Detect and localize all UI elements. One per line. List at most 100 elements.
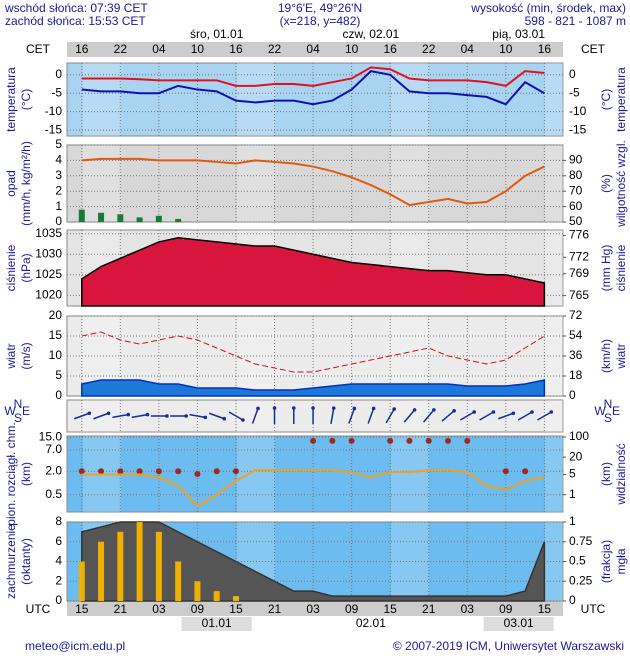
cet-tick-label: 04 <box>306 42 320 56</box>
night-band <box>237 436 275 512</box>
compass-s: S <box>14 411 22 425</box>
wind-arrow-head <box>311 406 315 410</box>
cet-tick-label: 16 <box>383 42 397 56</box>
y-axis-label: (hPa) <box>19 253 33 282</box>
panel-bg <box>66 62 564 137</box>
y2-tick-label: 100 <box>569 429 589 443</box>
wind-arrow <box>367 408 375 424</box>
wind-arrow-head <box>472 410 476 414</box>
wind-arrow <box>348 408 356 424</box>
night-band <box>83 63 121 136</box>
y2-axis-label: widzialność <box>614 443 628 505</box>
wind-arrow-head <box>126 412 131 417</box>
y-axis-label: (oktanty) <box>19 538 33 585</box>
bar <box>98 212 105 222</box>
dot <box>406 437 413 444</box>
y-tick-label: 0.5 <box>45 487 62 501</box>
dot <box>117 468 124 475</box>
y-tick-label: 6 <box>55 534 62 548</box>
copyright: © 2007-2019 ICM, Uniwersytet Warszawski <box>393 639 624 653</box>
bar <box>194 581 201 601</box>
wind-arrow <box>385 408 395 424</box>
bar <box>136 217 143 222</box>
utc-tick-label: 21 <box>422 602 436 616</box>
dot <box>155 468 162 475</box>
y-axis-label: ciśnienie <box>4 244 18 291</box>
y2-axis-label: (frakcja) <box>599 540 613 583</box>
compass-w: W <box>4 404 16 418</box>
y-tick-label: 5 <box>55 368 62 382</box>
utc-tick-label: 03 <box>306 602 320 616</box>
dot <box>213 468 220 475</box>
utc-tick-label: 21 <box>114 602 128 616</box>
series-area <box>81 237 546 307</box>
wind-arrow-head <box>203 415 208 420</box>
y2-axis-label: (%) <box>599 174 613 193</box>
bar <box>98 541 105 601</box>
y-tick-label: 1030 <box>35 246 62 260</box>
night-band <box>391 436 429 512</box>
wind-arrow-head <box>241 418 245 422</box>
dot <box>329 437 336 444</box>
dot <box>502 468 509 475</box>
y-axis-label: (km) <box>19 462 33 486</box>
dot <box>232 468 239 475</box>
y2-tick-label: 5 <box>569 467 576 481</box>
wind-arrow-head <box>549 410 554 414</box>
utc-tick-label: 03 <box>152 602 166 616</box>
wind-arrow-head <box>165 414 169 418</box>
y-tick-label: 8 <box>55 514 62 528</box>
coords: 19°6'E, 49°26'N <box>278 1 362 15</box>
wind-arrow-head <box>452 409 456 413</box>
wind-arrow-head <box>530 410 534 414</box>
y-tick-label: 0 <box>55 67 62 81</box>
utc-tick-label: 09 <box>499 602 513 616</box>
wind-arrow <box>228 411 244 421</box>
email[interactable]: meteo@icm.edu.pl <box>25 639 125 653</box>
y2-tick-label: 36 <box>569 348 583 362</box>
wind-arrow-head <box>291 406 296 410</box>
wind-arrow <box>403 409 416 423</box>
wind-arrow <box>208 412 225 420</box>
bar <box>117 531 124 601</box>
y2-tick-label: 60 <box>569 199 583 213</box>
y-axis-label: pion. rozciągł. chm. <box>4 422 18 525</box>
bar <box>117 214 124 222</box>
wind-arrow <box>517 411 533 421</box>
utc-label: UTC <box>581 602 606 616</box>
wind-arrow <box>459 411 475 421</box>
wind-arrow <box>537 411 552 421</box>
wind-arrow-head <box>392 407 396 411</box>
y-axis-label: zachmurzenie <box>4 524 18 599</box>
y2-tick-label: 0.5 <box>569 554 586 568</box>
y-tick-label: 5 <box>55 137 62 151</box>
y2-axis-label: wiatr <box>614 343 628 369</box>
utc-tick-label: 15 <box>229 602 243 616</box>
dot <box>194 470 201 477</box>
wind-arrow-head <box>352 406 357 411</box>
cet-tick-label: 22 <box>268 42 282 56</box>
wind-arrow-head <box>145 412 150 417</box>
dot <box>136 468 143 475</box>
y-tick-label: 1025 <box>35 267 62 281</box>
y-axis-label: (°C) <box>19 89 33 110</box>
dot <box>310 437 317 444</box>
wind-arrow-head <box>87 411 92 416</box>
y2-tick-label: 54 <box>569 328 583 342</box>
compass-w: W <box>594 404 606 418</box>
wind-arrow-head <box>272 406 277 410</box>
y2-tick-label: 776 <box>569 228 589 242</box>
utc-tick-label: 15 <box>538 602 552 616</box>
series-line <box>81 70 545 106</box>
y-axis-label: temperatura <box>4 67 18 132</box>
cet-tick-label: 22 <box>422 42 436 56</box>
day-label: czw, 02.01 <box>343 27 400 41</box>
y2-axis-label: (°C) <box>599 89 613 110</box>
wind-arrow-head <box>412 408 417 412</box>
wind-arrow <box>131 413 148 419</box>
wind-arrow <box>498 412 514 420</box>
bottom-strip <box>67 601 563 616</box>
night-band <box>237 63 275 136</box>
